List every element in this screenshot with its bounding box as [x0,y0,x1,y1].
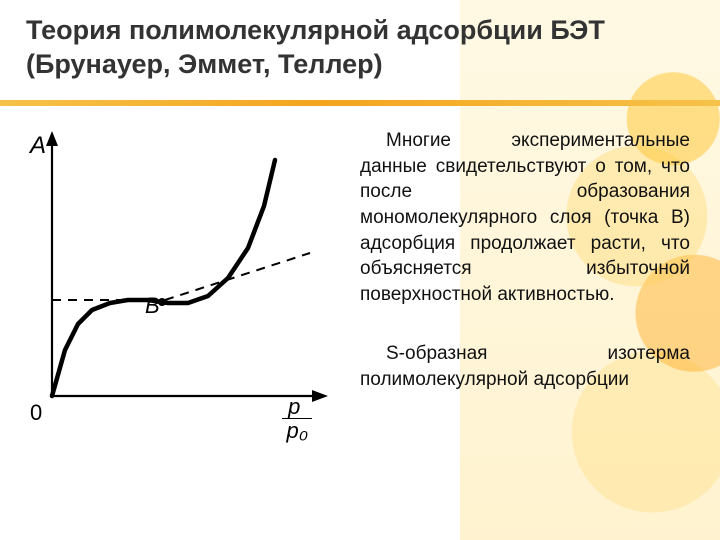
paragraph-2-text: S-образная изотерма полимолекулярной адс… [360,343,690,390]
x-label-numerator: p [282,396,312,418]
x-label-denominator: p₀ [282,418,312,442]
paragraph-2: S-образная изотерма полимолекулярной адс… [360,341,690,392]
paragraph-1-text: Многие экспериментальные данные свидетел… [360,130,690,305]
page-title: Теория полимолекулярной адсорбции БЭТ (Б… [26,14,694,82]
y-axis-label: A [30,132,46,160]
x-axis-label: p p₀ [282,396,312,442]
paragraph-1: Многие экспериментальные данные свидетел… [360,128,690,307]
isotherm-curve [52,160,275,396]
text-column: Многие экспериментальные данные свидетел… [360,128,690,427]
bet-isotherm-chart: A 0 p p₀ B [10,128,340,448]
accent-divider [0,100,720,106]
y-axis-arrow [46,131,58,146]
origin-label: 0 [30,400,42,426]
x-axis-arrow [312,390,328,402]
point-b-label: B [145,293,160,319]
